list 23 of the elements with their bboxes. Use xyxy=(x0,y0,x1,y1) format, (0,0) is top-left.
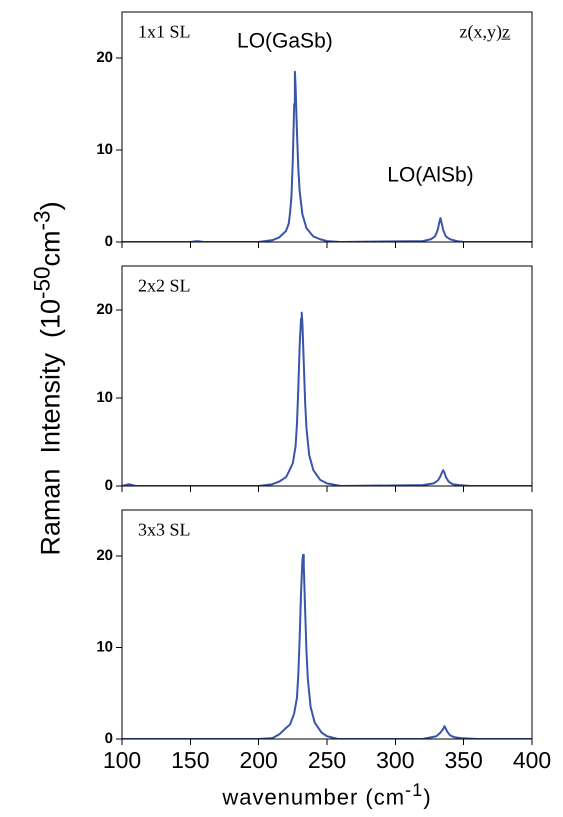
x-tick-label: 200 xyxy=(239,747,278,774)
y-tick-label: 20 xyxy=(96,49,113,66)
annotation: z(x,y)z̲ xyxy=(460,22,511,42)
y-tick-label: 0 xyxy=(104,730,113,748)
x-tick-label: 150 xyxy=(171,747,210,774)
x-tick-label: 350 xyxy=(444,747,483,774)
annotation: 3x3 SL xyxy=(138,520,191,540)
x-tick-label: 400 xyxy=(512,747,552,774)
y-tick-label: 10 xyxy=(96,389,113,406)
y-tick-label: 0 xyxy=(104,477,113,494)
x-tick-label: 300 xyxy=(376,747,415,774)
x-tick-label: 100 xyxy=(102,747,142,774)
y-tick-label: 20 xyxy=(96,301,113,318)
annotation: LO(GaSb) xyxy=(237,29,333,52)
y-tick-label: 0 xyxy=(104,233,113,250)
y-tick-label: 10 xyxy=(96,141,113,158)
x-tick-label: 250 xyxy=(308,747,346,774)
y-tick-label: 20 xyxy=(96,546,113,564)
annotation: 2x2 SL xyxy=(138,276,191,296)
x-axis-title: wavenumber (cm$^{-1}$) xyxy=(221,779,433,810)
y-tick-label: 10 xyxy=(96,638,113,656)
annotation: 1x1 SL xyxy=(138,22,191,42)
annotation: LO(AlSb) xyxy=(387,163,474,186)
